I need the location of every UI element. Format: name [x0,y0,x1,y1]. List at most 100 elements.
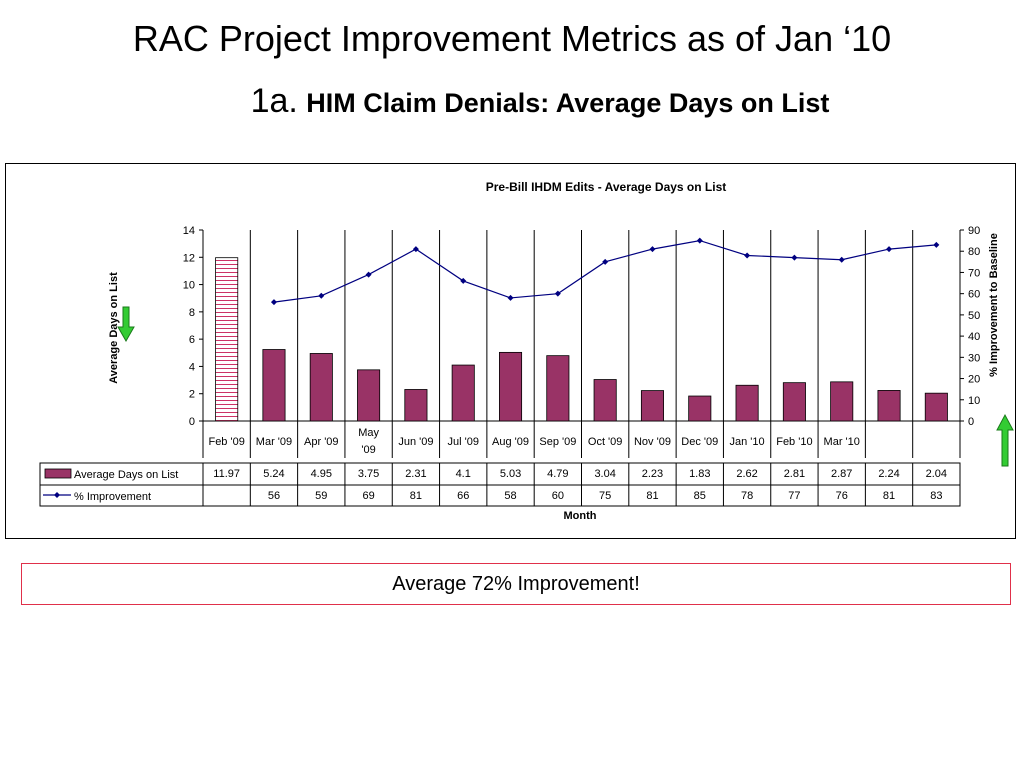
table-bar-value: 2.24 [878,468,899,480]
table-line-value: 77 [788,490,800,502]
callout-box: Average 72% Improvement! [21,563,1011,605]
chart-title: Pre-Bill IHDM Edits - Average Days on Li… [486,180,727,194]
x-tick-label: Sep '09 [539,436,576,448]
improvement-point [649,246,656,253]
table-bar-value: 2.04 [926,468,947,480]
improvement-point [744,252,751,259]
legend-line-label: % Improvement [74,491,151,503]
x-tick-label: Jan '10 [730,436,765,448]
y2-tick-label: 80 [968,246,980,258]
improvement-point [886,246,893,253]
bar [357,369,381,422]
improvement-point [838,256,845,263]
x-tick-label: Feb '09 [208,436,244,448]
legend-bar-label: Average Days on List [74,469,178,481]
bar [404,389,428,422]
legend-bar-swatch [44,468,72,479]
improvement-point [933,241,940,248]
table-line-value: 81 [883,490,895,502]
improvement-point [412,246,419,253]
subtitle-main: HIM Claim Denials: Average Days on List [306,88,830,118]
y-tick-label: 6 [189,334,195,346]
y2-tick-label: 20 [968,374,980,386]
bar [499,351,523,422]
y2-tick-label: 10 [968,395,980,407]
table-line-value: 75 [599,490,611,502]
y-axis-label: Average Days on List [108,272,120,384]
improvement-point [554,290,561,297]
x-axis-label: Month [564,510,597,522]
y-tick-label: 10 [183,280,195,292]
bar [546,355,570,422]
table-bar-value: 5.03 [500,468,521,480]
y2-tick-label: 60 [968,289,980,301]
bar [451,364,475,422]
y-tick-label: 2 [189,389,195,401]
table-bar-value: 3.04 [594,468,615,480]
bar [640,390,664,422]
table-line-value: 76 [836,490,848,502]
table-line-value: 66 [457,490,469,502]
x-tick-label: Feb '10 [776,436,812,448]
improvement-line [273,239,937,303]
bar [262,349,286,422]
table-bar-value: 1.83 [689,468,710,480]
y2-tick-label: 50 [968,310,980,322]
baseline-bar [215,257,239,422]
y-tick-label: 14 [183,225,195,237]
table-bar-value: 4.79 [547,468,568,480]
y2-tick-label: 30 [968,352,980,364]
y-tick-label: 4 [189,361,195,373]
table-bar-value: 3.75 [358,468,379,480]
y2-tick-label: 0 [968,416,974,428]
table-bar-value: 2.31 [405,468,426,480]
table-line-value: 59 [315,490,327,502]
chart: Pre-Bill IHDM Edits - Average Days on Li… [39,180,1014,522]
table-line-value: 78 [741,490,753,502]
table-bar-value: 2.87 [831,468,852,480]
table-bar-value: 2.81 [784,468,805,480]
table-line-value: 83 [930,490,942,502]
x-tick-label: Aug '09 [492,436,529,448]
down-arrow-icon [117,306,135,343]
table-line-value: 60 [552,490,564,502]
bar [593,379,617,422]
y-tick-label: 8 [189,307,195,319]
slide-subtitle: 1a. HIM Claim Denials: Average Days on L… [0,82,1024,121]
slide-title: RAC Project Improvement Metrics as of Ja… [132,18,892,59]
x-tick-label: Mar '09 [256,436,292,448]
y2-axis-label: % Improvement to Baseline [988,233,1000,377]
table-line-value: 58 [504,490,516,502]
improvement-point [791,254,798,261]
y2-tick-label: 70 [968,267,980,279]
x-tick-label: Jun '09 [398,436,433,448]
x-tick-label: Oct '09 [588,436,623,448]
bar [830,381,854,422]
y-tick-label: 12 [183,252,195,264]
improvement-point [460,277,467,284]
table-bar-value: 4.95 [311,468,332,480]
x-tick-label: Apr '09 [304,436,339,448]
bar [735,384,759,422]
table-line-value: 81 [646,490,658,502]
y-tick-label: 0 [189,416,195,428]
table-bar-value: 2.62 [736,468,757,480]
subtitle-prefix: 1a. [250,82,298,120]
bar [877,390,901,422]
x-tick-label: Jul '09 [447,436,478,448]
x-tick-label: May [358,427,379,439]
x-tick-label: Dec '09 [681,436,718,448]
table-line-value: 56 [268,490,280,502]
table-line-value: 85 [694,490,706,502]
table-bar-value: 5.24 [263,468,284,480]
improvement-point [507,294,514,301]
bar [924,392,948,422]
improvement-point [318,292,325,299]
table-bar-value: 11.97 [213,468,240,480]
improvement-point [365,271,372,278]
bar [688,395,712,422]
bar [782,382,806,422]
callout-text: Average 72% Improvement! [392,573,640,595]
y2-tick-label: 40 [968,331,980,343]
improvement-point [270,299,277,306]
